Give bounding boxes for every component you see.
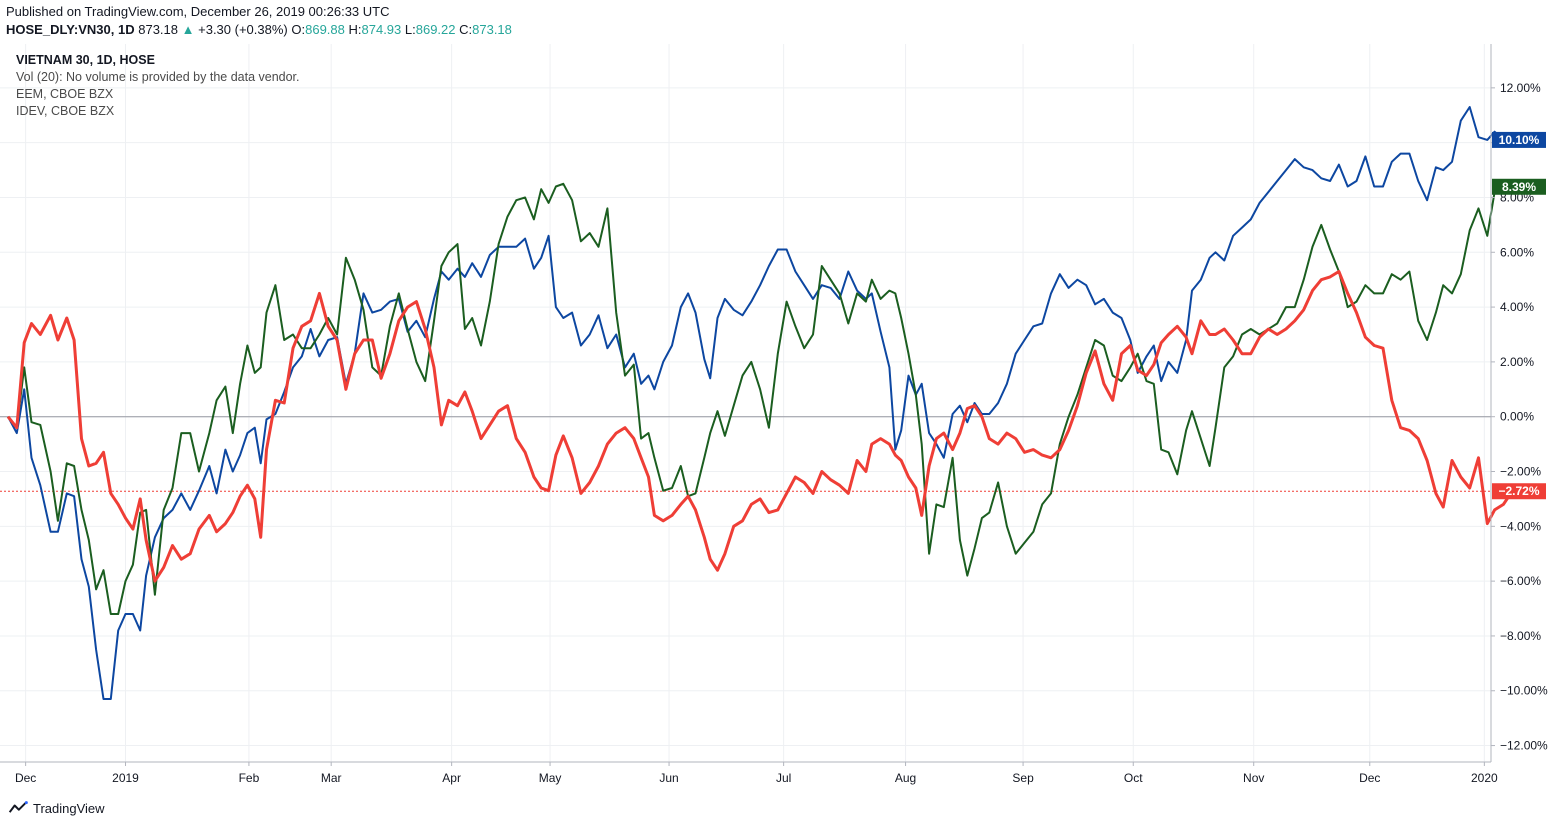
x-tick-label: Dec xyxy=(15,771,36,785)
series-line-3 xyxy=(6,270,1514,583)
low-label: L: xyxy=(404,22,416,37)
last-price: 873.18 xyxy=(138,22,178,37)
y-tick-label: −8.00% xyxy=(1500,629,1541,643)
x-tick-label: Feb xyxy=(239,771,260,785)
y-tick-label: −6.00% xyxy=(1500,574,1541,588)
x-tick-label: 2020 xyxy=(1471,771,1498,785)
legend-idev[interactable]: IDEV, CBOE BZX xyxy=(16,104,115,118)
x-tick-label: Nov xyxy=(1243,771,1264,785)
x-tick-label: Dec xyxy=(1359,771,1380,785)
x-tick-label: Apr xyxy=(442,771,461,785)
y-tick-label: 0.00% xyxy=(1500,410,1534,424)
x-tick-label: Aug xyxy=(895,771,916,785)
y-tick-label: 12.00% xyxy=(1500,81,1541,95)
brand-name: TradingView xyxy=(33,800,105,816)
grid xyxy=(0,44,1491,762)
legend-main-series[interactable]: VIETNAM 30, 1D, HOSE xyxy=(16,53,155,67)
tradingview-logo-icon xyxy=(8,801,28,813)
x-tick-label: 2019 xyxy=(112,771,139,785)
high-label: H: xyxy=(348,22,362,37)
x-tick-label: Oct xyxy=(1124,771,1143,785)
y-tick-label: 2.00% xyxy=(1500,355,1534,369)
footer-brand[interactable]: TradingView xyxy=(8,800,105,816)
y-tick-label: −12.00% xyxy=(1500,739,1548,753)
y-tick-label: −2.00% xyxy=(1500,465,1541,479)
series-lines xyxy=(6,106,1514,700)
last-value-badges: 10.10% 8.39% −2.72% xyxy=(1492,131,1546,500)
last-value-badge xyxy=(1492,483,1546,500)
last-value-badge xyxy=(1492,131,1546,148)
price-change: +3.30 (+0.38%) xyxy=(198,22,288,37)
open-value: 869.88 xyxy=(305,22,345,37)
low-value: 869.22 xyxy=(415,22,456,37)
open-label: O: xyxy=(291,22,306,37)
legend-volume[interactable]: Vol (20): No volume is provided by the d… xyxy=(16,70,300,84)
x-tick-label: Sep xyxy=(1012,771,1034,785)
x-tick-label: May xyxy=(539,771,562,785)
y-tick-label: −4.00% xyxy=(1500,519,1541,533)
published-caption: Published on TradingView.com, December 2… xyxy=(6,4,390,19)
series-line-1 xyxy=(7,106,1505,700)
y-tick-label: −10.00% xyxy=(1500,684,1548,698)
last-value-badge-label: 8.39% xyxy=(1502,180,1536,194)
close-value: 873.18 xyxy=(472,22,512,37)
x-axis: Dec 2019 Feb Mar Apr May Jun Jul Aug Sep Oct Nov Dec… xyxy=(15,762,1498,785)
series-line-2 xyxy=(7,182,1504,615)
y-tick-label: 4.00% xyxy=(1500,300,1534,314)
y-tick-label: 6.00% xyxy=(1500,245,1534,259)
last-value-badge-label: −2.72% xyxy=(1498,484,1539,498)
chart-legend: VIETNAM 30, 1D, HOSE Vol (20): No volume… xyxy=(16,52,300,120)
ohlc-bar: HOSE_DLY:VN30, 1D 873.18 ▲ +3.30 (+0.38%… xyxy=(6,22,512,37)
x-tick-label: Jul xyxy=(776,771,791,785)
legend-eem[interactable]: EEM, CBOE BZX xyxy=(16,87,114,101)
last-value-badge xyxy=(1492,178,1546,195)
last-value-badge-label: 10.10% xyxy=(1499,133,1540,147)
high-value: 874.93 xyxy=(361,22,402,37)
close-label: C: xyxy=(459,22,473,37)
x-tick-label: Mar xyxy=(321,771,342,785)
symbol-label: HOSE_DLY:VN30, 1D xyxy=(6,22,135,37)
x-tick-label: Jun xyxy=(659,771,678,785)
change-up-icon: ▲ xyxy=(181,22,195,37)
